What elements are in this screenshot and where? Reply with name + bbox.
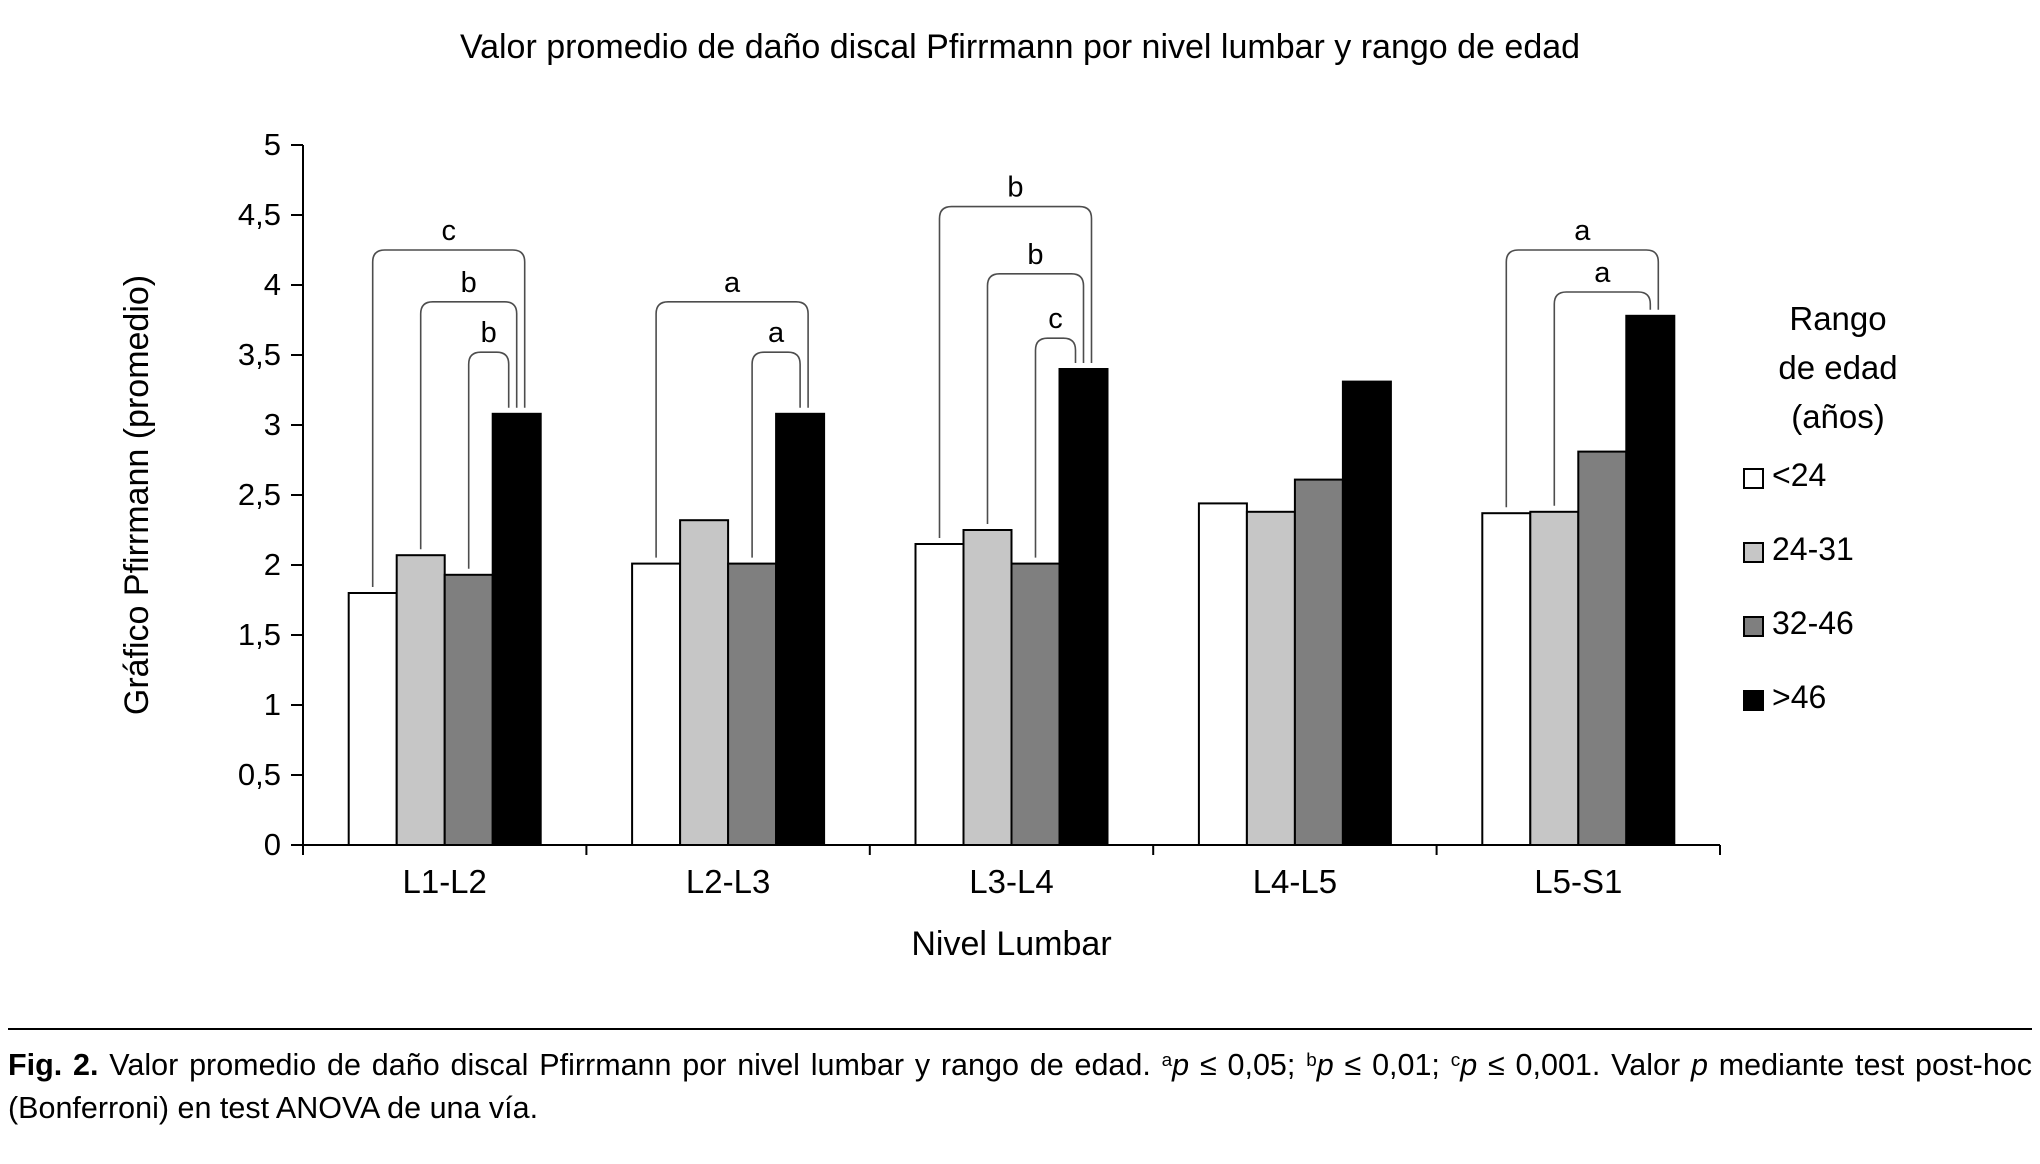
figure-caption: Fig. 2. Valor promedio de daño discal Pf… (8, 1028, 2032, 1131)
bar-L5-S1-24-31 (1529, 510, 1580, 846)
legend-item-label: >46 (1772, 679, 1826, 715)
legend-item-marker (1743, 616, 1764, 637)
bracket-label: c (1048, 303, 1063, 335)
significance-bracket (938, 205, 1093, 538)
caption-segment: Fig. 2. (8, 1048, 99, 1082)
y-tick-label: 4 (264, 267, 281, 302)
significance-bracket (467, 351, 510, 569)
bar-L2-L3->46 (775, 412, 826, 846)
caption-segment: c (1450, 1049, 1461, 1071)
significance-bracket (1553, 291, 1652, 506)
y-tick-label: 5 (264, 127, 281, 162)
bracket-label: a (1574, 215, 1591, 247)
bar-L3-L4-32-46 (1010, 562, 1061, 846)
category-label: L1-L2 (402, 863, 486, 900)
bar-L1-L2-32-46 (443, 573, 494, 846)
caption-segment: Valor promedio de daño discal Pfirrmann … (98, 1048, 1162, 1082)
y-tick-label: 1,5 (238, 617, 281, 652)
legend-item-label: <24 (1772, 457, 1826, 493)
bracket-label: b (481, 317, 497, 349)
bracket-label: b (461, 267, 477, 299)
bar-L4-L5-24-31 (1245, 510, 1296, 846)
legend-item-label: 24-31 (1772, 531, 1854, 567)
caption-segment: p (1460, 1048, 1478, 1082)
bar-L1-L2->46 (491, 412, 542, 846)
legend-title: Rango (1789, 300, 1886, 337)
significance-bracket (1505, 249, 1660, 508)
caption-segment: b (1306, 1049, 1317, 1071)
caption-segment: a (1161, 1049, 1173, 1071)
y-tick-label: 0 (264, 827, 281, 862)
category-label: L3-L4 (969, 863, 1053, 900)
y-tick-label: 2 (264, 547, 281, 582)
y-tick-label: 4,5 (238, 197, 281, 232)
bar-L5-S1->46 (1625, 314, 1676, 846)
legend-item-marker (1743, 690, 1764, 711)
category-label: L4-L5 (1253, 863, 1337, 900)
bracket-label: a (724, 267, 741, 299)
caption-segment: mediante test post-hoc (Bonferroni) en t… (8, 1048, 2032, 1126)
significance-bracket (751, 351, 801, 558)
significance-bracket (986, 273, 1085, 524)
chart-title: Valor promedio de daño discal Pfirrmann … (460, 28, 1580, 66)
bar-L3-L4-24-31 (962, 529, 1013, 846)
bar-L4-L5-32-46 (1293, 478, 1344, 846)
bar-L5-S1-32-46 (1577, 450, 1628, 846)
legend-title: (años) (1791, 398, 1885, 435)
bracket-label: a (768, 317, 785, 349)
bar-L5-S1-<24 (1481, 512, 1532, 846)
caption-segment: p (1316, 1048, 1334, 1082)
caption-segment: ≤ 0,01; (1333, 1048, 1451, 1082)
bracket-label: b (1007, 172, 1023, 204)
caption-segment: p (1690, 1048, 1708, 1082)
significance-bracket (419, 301, 518, 550)
category-label: L2-L3 (686, 863, 770, 900)
pfirrmann-bar-chart: Valor promedio de daño discal Pfirrmann … (118, 28, 1898, 963)
bracket-label: c (441, 215, 456, 247)
y-tick-label: 2,5 (238, 477, 281, 512)
y-tick-label: 0,5 (238, 757, 281, 792)
caption-segment: ≤ 0,05; (1189, 1048, 1307, 1082)
y-tick-label: 3,5 (238, 337, 281, 372)
bar-L1-L2-<24 (347, 592, 398, 846)
bracket-label: a (1594, 257, 1611, 289)
y-tick-label: 3 (264, 407, 281, 442)
category-label: L5-S1 (1534, 863, 1622, 900)
bar-L2-L3-32-46 (727, 562, 778, 846)
bar-L3-L4->46 (1058, 368, 1109, 846)
caption-segment: ≤ 0,001. Valor (1477, 1048, 1691, 1082)
caption-segment: p (1172, 1048, 1190, 1082)
bar-L2-L3-24-31 (679, 519, 730, 846)
bracket-label: b (1027, 239, 1043, 271)
legend-title: de edad (1778, 349, 1897, 386)
legend-item-label: 32-46 (1772, 605, 1854, 641)
significance-bracket (371, 249, 526, 587)
significance-bracket (655, 301, 809, 558)
significance-bracket (1034, 337, 1077, 558)
legend-item-marker (1743, 468, 1764, 489)
bar-L2-L3-<24 (631, 562, 682, 846)
y-axis-label: Gráfico Pfirrmann (promedio) (118, 275, 156, 715)
legend-item-marker (1743, 542, 1764, 563)
bar-L4-L5->46 (1341, 380, 1392, 846)
x-axis-label: Nivel Lumbar (911, 925, 1111, 963)
y-tick-label: 1 (264, 687, 281, 722)
bar-L4-L5-<24 (1197, 502, 1248, 846)
bar-L1-L2-24-31 (395, 554, 446, 846)
bar-L3-L4-<24 (914, 543, 965, 846)
